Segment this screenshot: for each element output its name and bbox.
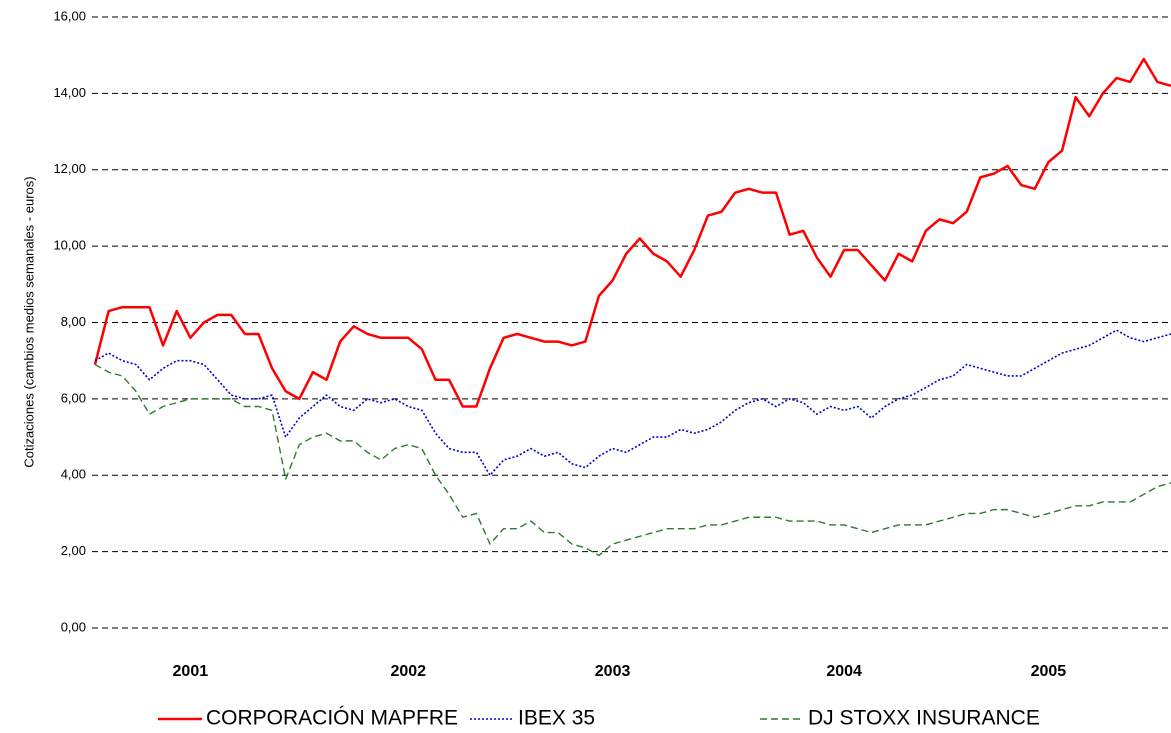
y-tick-label: 14,00 — [53, 85, 86, 100]
line-series — [94, 329, 1171, 477]
y-tick-label: 6,00 — [61, 390, 86, 405]
legend-label: CORPORACIÓN MAPFRE — [206, 707, 458, 730]
y-tick-label: 4,00 — [61, 467, 86, 482]
line-series — [93, 57, 1171, 408]
y-tick-label: 16,00 — [53, 8, 86, 23]
y-tick-label: 8,00 — [61, 314, 86, 329]
x-tick-label: 2003 — [595, 663, 631, 680]
y-axis-label: Cotizaciones (cambios medios semanales -… — [21, 176, 36, 467]
legend-label: DJ STOXX INSURANCE — [808, 707, 1040, 730]
line-series — [94, 363, 1171, 557]
x-tick-label: 2001 — [173, 663, 209, 680]
legend-label: IBEX 35 — [518, 707, 595, 730]
y-tick-label: 10,00 — [53, 238, 86, 253]
y-tick-label: 0,00 — [61, 619, 86, 634]
y-tick-label: 12,00 — [53, 161, 86, 176]
x-tick-label: 2002 — [390, 663, 426, 680]
x-tick-label: 2004 — [826, 663, 862, 680]
y-tick-label: 2,00 — [61, 543, 86, 558]
x-tick-label: 2005 — [1031, 663, 1067, 680]
